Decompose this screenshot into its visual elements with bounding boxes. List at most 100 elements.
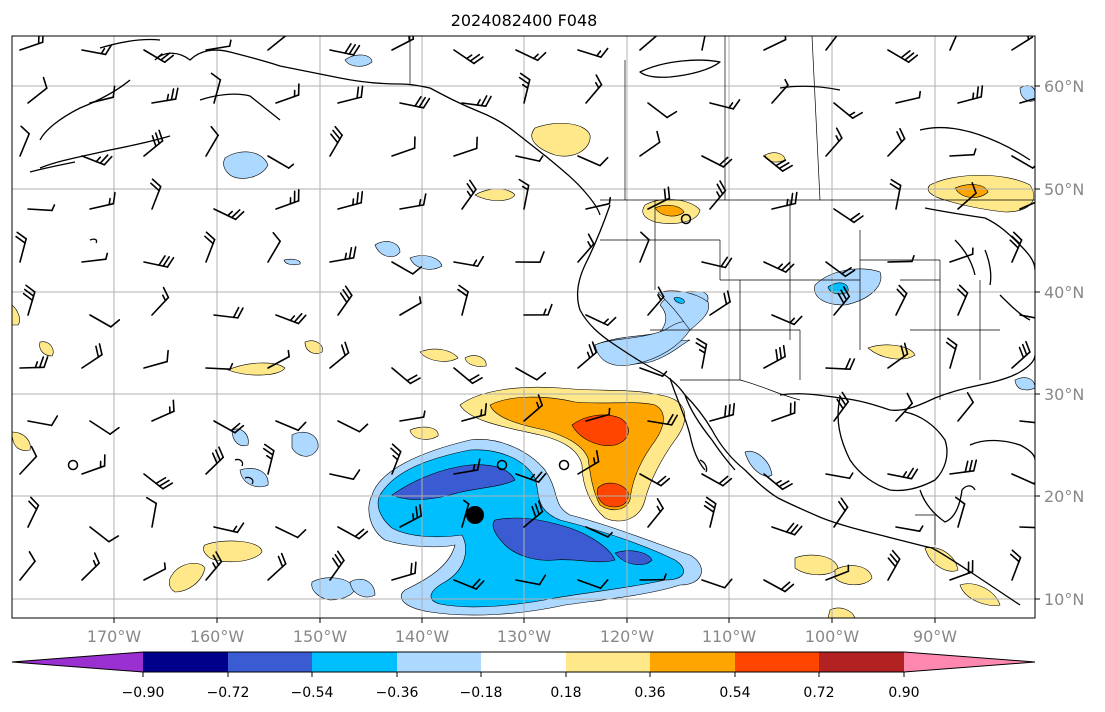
wind-barb	[337, 191, 364, 210]
wind-barb	[763, 579, 795, 593]
wind-barb	[1011, 36, 1034, 51]
wind-barb	[399, 410, 426, 422]
wind-barb	[771, 401, 796, 422]
calm-wind-marker	[67, 459, 79, 471]
wind-barb	[143, 49, 175, 64]
lat-label: 60°N	[1044, 77, 1084, 96]
wind-barb	[275, 526, 307, 539]
wind-barb	[518, 178, 530, 210]
anomaly-patch	[39, 341, 54, 357]
anomaly-patch	[654, 204, 685, 217]
anomaly-patch	[531, 123, 591, 157]
wind-barb	[639, 367, 668, 377]
wind-barb	[515, 471, 547, 483]
anomaly-patch	[291, 431, 319, 457]
wind-barb	[887, 127, 906, 157]
colorbar-segment	[735, 652, 819, 672]
calm-wind-marker	[680, 213, 692, 225]
anomaly-patch	[794, 554, 839, 576]
coastlines	[29, 38, 1035, 606]
wind-barb	[701, 473, 733, 487]
wind-barb	[585, 74, 603, 104]
colorbar-label: −0.18	[460, 685, 503, 701]
wind-barb	[515, 367, 547, 381]
wind-barb	[709, 99, 741, 110]
anomaly-patch	[349, 578, 376, 598]
wind-barb	[771, 191, 798, 210]
wind-barb	[585, 196, 612, 210]
positive-anomaly-strong	[571, 414, 629, 508]
wind-barb	[461, 402, 488, 422]
colorbar-label: 0.54	[719, 685, 750, 701]
wind-barb	[639, 473, 671, 487]
colorbar-label: 0.90	[888, 685, 919, 701]
wind-barb	[453, 458, 481, 475]
wind-barb	[949, 559, 974, 581]
wind-barb	[19, 551, 36, 581]
wind-barb	[523, 394, 544, 422]
wind-barb	[887, 254, 915, 263]
calm-wind-marker	[496, 459, 508, 471]
wind-barb	[150, 178, 162, 210]
lon-label: 170°W	[87, 627, 142, 646]
colorbar-label: 0.18	[550, 685, 581, 701]
wind-barb	[453, 578, 485, 590]
wind-barb	[205, 551, 223, 581]
wind-barb	[585, 314, 617, 326]
wind-barb	[577, 341, 598, 369]
colorbar-label: −0.54	[291, 685, 334, 701]
wind-barb	[19, 36, 44, 51]
wind-barb	[709, 290, 731, 316]
wind-barb	[887, 342, 909, 369]
wind-barb	[267, 36, 287, 51]
wind-barb	[763, 36, 787, 51]
wind-barb	[337, 526, 369, 540]
anomaly-patch	[169, 562, 206, 593]
cyclone-center-marker	[466, 506, 484, 524]
lon-label: 110°W	[702, 627, 757, 646]
wind-barb	[143, 129, 164, 157]
anomaly-patch	[419, 348, 459, 362]
wind-barb	[453, 49, 484, 65]
lon-label: 160°W	[190, 627, 245, 646]
wind-barb	[709, 402, 736, 422]
wind-barb	[763, 155, 793, 172]
wind-barb	[391, 136, 416, 157]
wind-barb	[19, 356, 49, 369]
wind-barb	[453, 367, 483, 385]
wind-barb	[895, 284, 908, 316]
anomaly-patch	[409, 426, 439, 440]
wind-barb	[275, 189, 300, 210]
wind-barb	[267, 552, 287, 581]
wind-barb	[763, 344, 786, 369]
wind-barb	[151, 399, 175, 422]
wind-barb	[577, 233, 595, 263]
wind-barb	[461, 95, 492, 107]
wind-barb	[771, 522, 803, 536]
wind-barb	[647, 286, 665, 316]
wind-barb	[143, 349, 169, 369]
wind-barb	[27, 415, 59, 427]
anomaly-patch	[231, 428, 249, 447]
wind-barb	[523, 303, 553, 316]
anomaly-patch	[474, 188, 516, 201]
anomaly-patch	[283, 258, 301, 266]
anomaly-patch	[374, 241, 401, 258]
wind-barb	[957, 392, 974, 422]
lon-label: 90°W	[913, 627, 957, 646]
wind-barb	[1019, 420, 1035, 424]
wind-barb	[262, 443, 275, 475]
lat-label: 50°N	[1044, 180, 1084, 199]
wind-barb	[703, 496, 717, 528]
gridlines	[12, 36, 1035, 618]
wind-barb	[143, 473, 174, 490]
longitude-labels: 170°W 160°W 150°W 140°W 130°W 120°W 110°…	[87, 627, 957, 646]
wind-barb	[337, 285, 353, 316]
wind-barb	[895, 525, 924, 532]
lat-label: 20°N	[1044, 487, 1084, 506]
wind-barb	[825, 472, 854, 480]
anomaly-patch	[827, 607, 856, 618]
political-borders	[409, 36, 1035, 545]
wind-barb	[81, 454, 106, 475]
wind-barb	[585, 407, 611, 422]
